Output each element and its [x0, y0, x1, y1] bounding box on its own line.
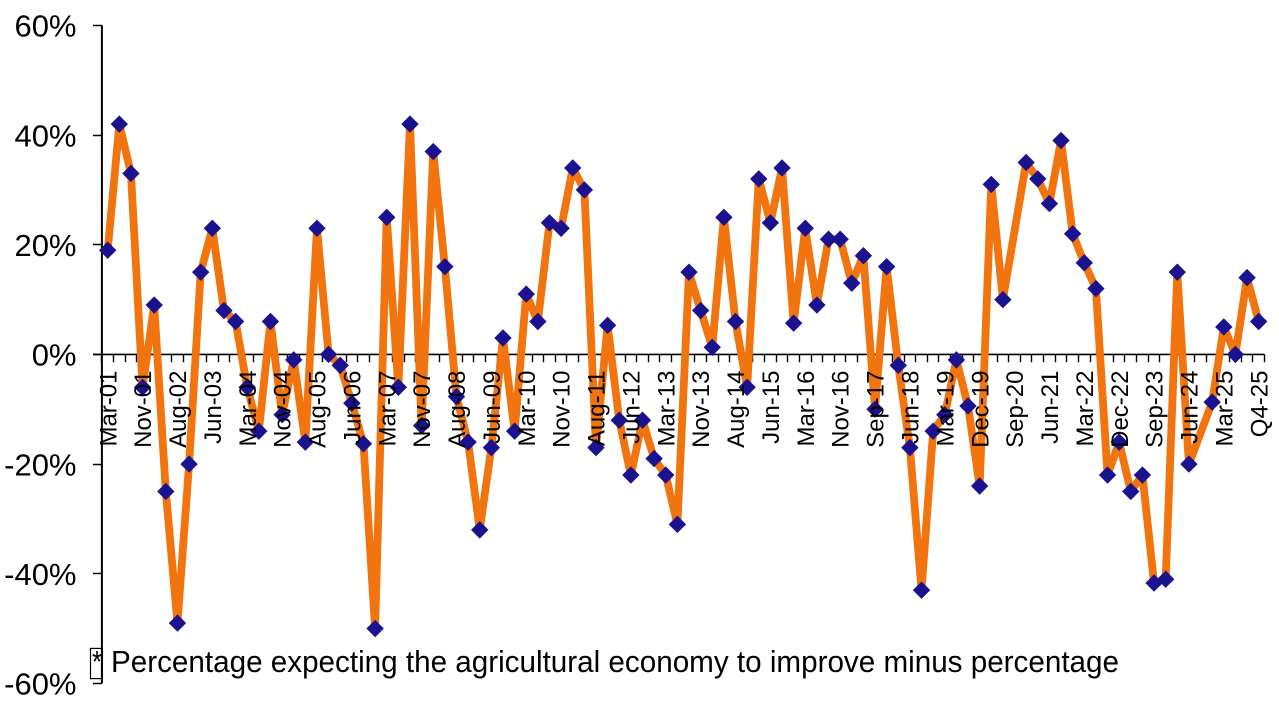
svg-text:Jun-21: Jun-21	[1037, 371, 1064, 444]
svg-text:Aug-05: Aug-05	[305, 371, 332, 448]
svg-text:Mar-01: Mar-01	[95, 371, 122, 447]
svg-text:Jun-06: Jun-06	[339, 371, 366, 444]
svg-text:Aug-14: Aug-14	[723, 371, 750, 448]
svg-text:Nov-01: Nov-01	[130, 371, 157, 448]
svg-text:-20%: -20%	[4, 447, 76, 482]
svg-text:-40%: -40%	[4, 557, 76, 592]
svg-text:Jun-09: Jun-09	[479, 371, 506, 444]
svg-text:-60%: -60%	[4, 667, 76, 702]
svg-text:Percentage expecting the agric: Percentage expecting the agricultural ec…	[111, 644, 1119, 679]
svg-text:Jun-12: Jun-12	[618, 371, 645, 444]
svg-text:*: *	[92, 644, 102, 679]
svg-text:Nov-07: Nov-07	[409, 371, 436, 448]
svg-text:40%: 40%	[14, 118, 76, 153]
svg-text:Mar-04: Mar-04	[235, 371, 262, 447]
svg-text:Sep-23: Sep-23	[1142, 371, 1169, 448]
svg-text:Jun-15: Jun-15	[758, 371, 785, 444]
svg-text:Nov-16: Nov-16	[828, 371, 855, 448]
svg-text:Jun-03: Jun-03	[200, 371, 227, 444]
svg-text:Dec-22: Dec-22	[1107, 371, 1134, 448]
svg-text:Mar-07: Mar-07	[374, 371, 401, 447]
svg-text:Aug-11: Aug-11	[584, 371, 611, 447]
svg-text:20%: 20%	[14, 228, 76, 263]
svg-text:Nov-13: Nov-13	[688, 371, 715, 448]
svg-text:Mar-16: Mar-16	[793, 371, 820, 447]
svg-text:Q4-25: Q4-25	[1246, 371, 1273, 438]
svg-text:Mar-10: Mar-10	[514, 371, 541, 447]
svg-text:Dec-19: Dec-19	[967, 371, 994, 448]
svg-text:Sep-17: Sep-17	[863, 371, 890, 448]
svg-text:Mar-25: Mar-25	[1211, 371, 1238, 447]
svg-text:Aug-02: Aug-02	[165, 371, 192, 448]
svg-text:0%: 0%	[32, 338, 77, 373]
svg-text:Aug-08: Aug-08	[444, 371, 471, 448]
svg-text:Nov-04: Nov-04	[270, 371, 297, 448]
svg-text:60%: 60%	[14, 9, 76, 44]
svg-text:Nov-10: Nov-10	[549, 371, 576, 448]
svg-text:Sep-20: Sep-20	[1002, 371, 1029, 448]
svg-text:Mar-19: Mar-19	[932, 371, 959, 447]
svg-text:Mar-13: Mar-13	[653, 371, 680, 447]
svg-text:Mar-22: Mar-22	[1072, 371, 1099, 447]
svg-text:Jun-18: Jun-18	[897, 371, 924, 444]
svg-text:Jun-24: Jun-24	[1177, 371, 1204, 444]
